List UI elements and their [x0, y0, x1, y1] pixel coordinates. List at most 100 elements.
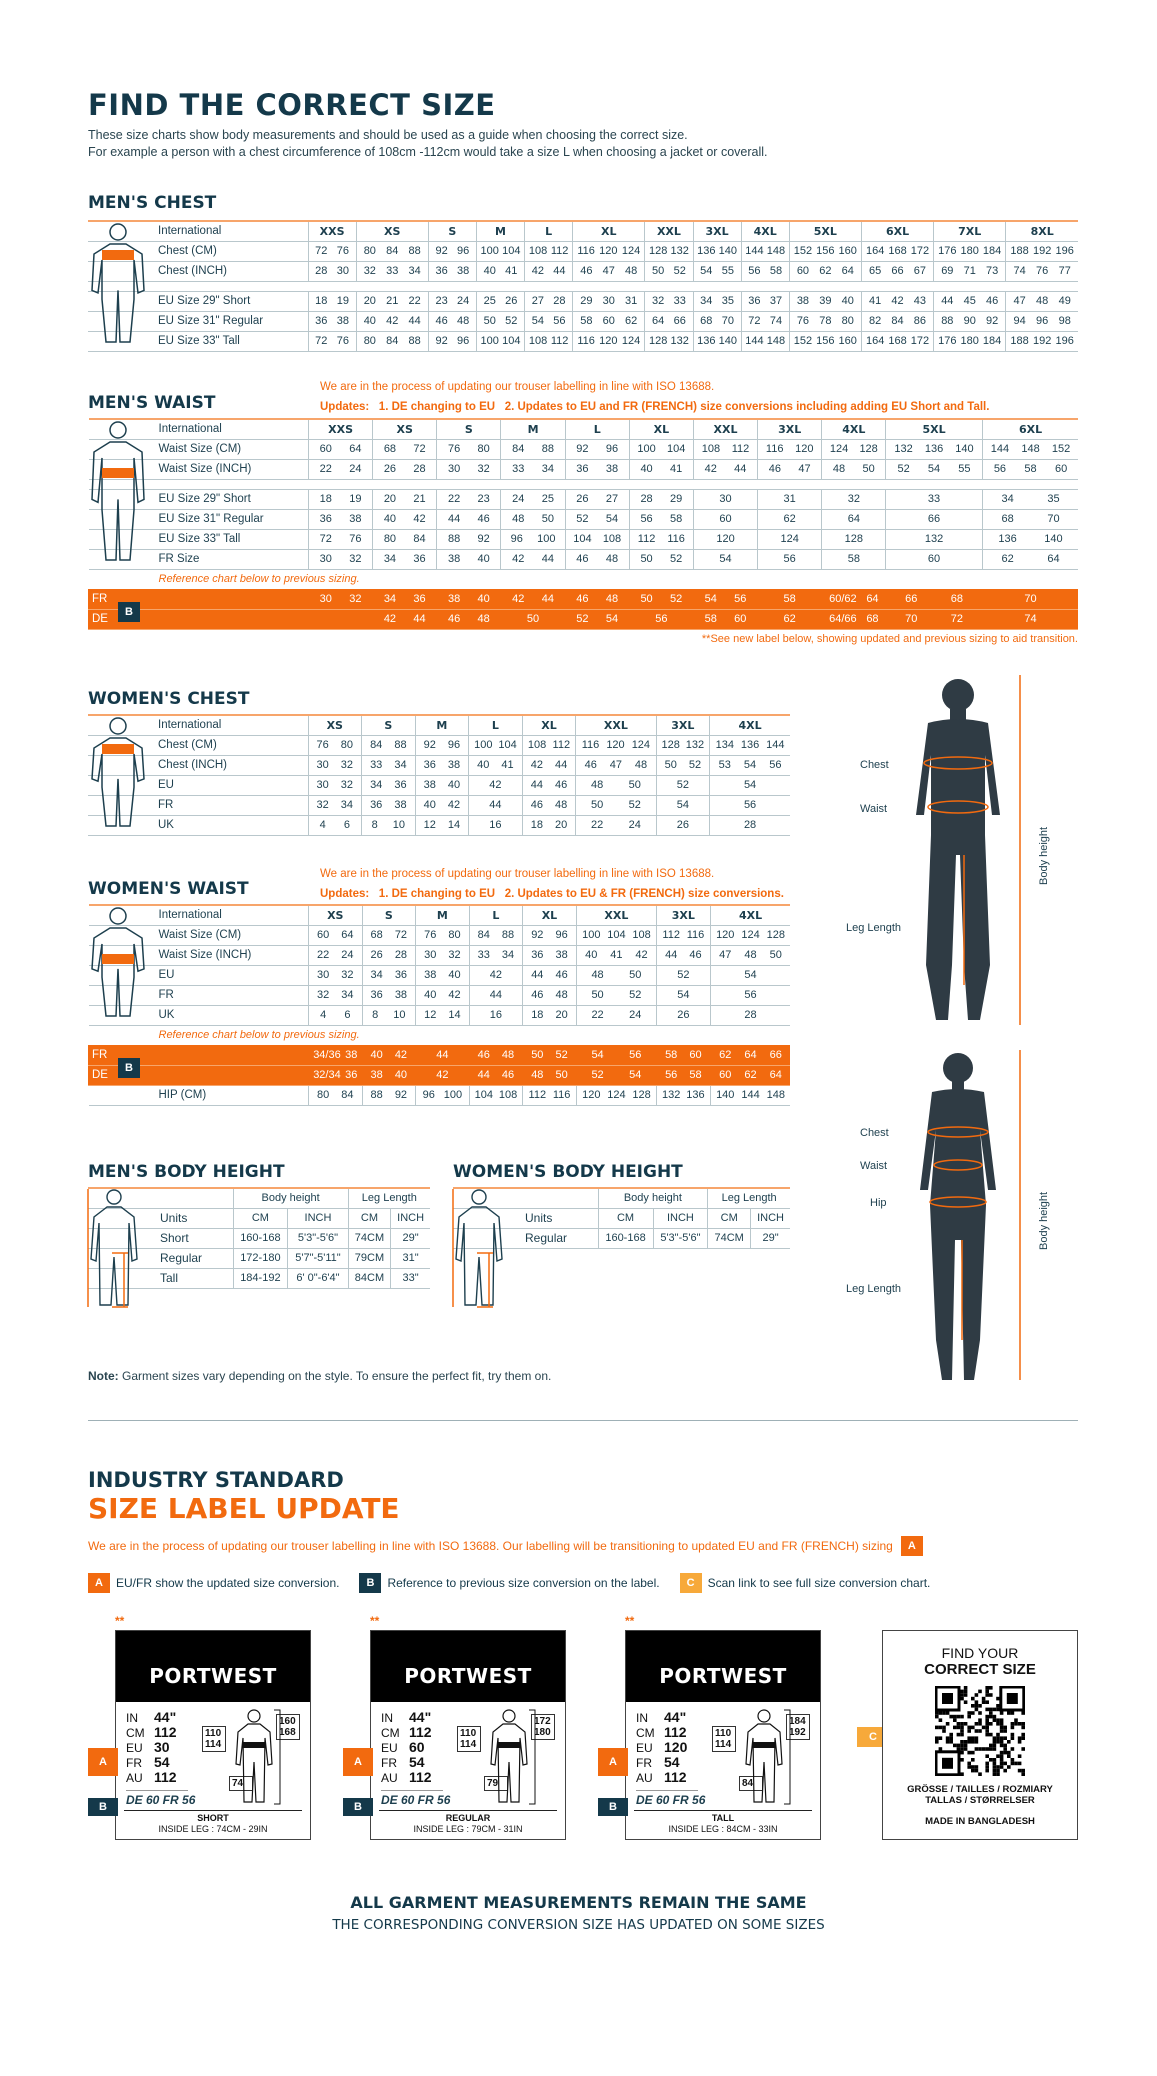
- woman-hip-label: Hip: [870, 1197, 887, 1209]
- label-key: FR: [381, 1756, 397, 1770]
- size-header-6xl: 6XL: [981, 418, 1079, 440]
- table-cell: 108 112: [524, 331, 573, 352]
- cell-values: 52: [676, 779, 689, 791]
- cell-values: 54 56: [704, 592, 747, 605]
- label-value: 112: [664, 1769, 687, 1785]
- cell-values: 82 84 86: [869, 315, 927, 327]
- cell-values: 56: [783, 553, 796, 565]
- table-cell: 26 28: [361, 945, 416, 966]
- badge-b: B: [359, 1573, 382, 1593]
- size-header-l: L: [468, 714, 523, 736]
- table-cell: 50 52: [522, 1045, 577, 1066]
- table-cell: 30: [692, 489, 758, 510]
- cell-values: 41 42 43: [869, 295, 927, 307]
- cell-values: 60/62 64: [829, 592, 879, 605]
- table-cell: 36 38: [307, 311, 357, 332]
- size-header-6xl: 6XL: [860, 220, 934, 242]
- cell-values: 72 76: [315, 335, 349, 347]
- label-row-fr: FR 54: [126, 1755, 170, 1770]
- table-cell: 66 68: [885, 589, 983, 610]
- table-cell: [307, 609, 373, 630]
- cell-values: 40 42: [383, 513, 426, 525]
- cell-values: 33 34: [370, 759, 407, 771]
- cell-values: 72 76: [319, 533, 362, 545]
- table-cell: 44 46: [521, 775, 576, 796]
- table-cell: 188 192 196: [1005, 331, 1078, 352]
- table-row: EU Size 29" Short 18 19 20 21 22 23 24 25 26 27 28 2…: [88, 291, 1078, 312]
- qr-code-icon[interactable]: [935, 1686, 1025, 1776]
- cell-values: 42 44: [531, 265, 566, 277]
- cell-values: 40 42 44: [363, 315, 421, 327]
- cell-values: 104 108: [474, 1089, 518, 1101]
- cell-values: 69 71 73: [941, 265, 999, 277]
- label-value: 112: [664, 1724, 687, 1740]
- cell-values: 44 46: [665, 949, 702, 961]
- label-value: 112: [409, 1769, 432, 1785]
- table-cell: 62 64: [981, 549, 1079, 570]
- badge-a: A: [88, 1748, 118, 1776]
- table-cell: 108 112: [524, 241, 573, 262]
- table-cell: 66: [885, 509, 983, 530]
- row-label: FR Size: [88, 549, 309, 570]
- cell-values: 176 180 184: [938, 245, 1002, 257]
- table-row: Waist Size (INCH) 22 24 26 28 30 32 33 34 36 38 40 4…: [88, 459, 1079, 480]
- table-cell: 44 46: [656, 945, 711, 966]
- women-chest-table: International XS S M L XL XXL 3XL 4XL Chest (CM) 7…: [88, 714, 790, 836]
- cell-values: 100 104: [480, 335, 521, 347]
- table-cell: 46 47 48: [572, 261, 645, 282]
- table-cell: 28 30: [307, 261, 357, 282]
- label-row-eu: EU 60: [381, 1740, 425, 1755]
- table-cell: 33: [885, 489, 983, 510]
- update-item-1: 1. DE changing to EU: [378, 888, 496, 900]
- row-label: EU: [88, 965, 309, 986]
- table-cell: 29 30 31: [572, 291, 645, 312]
- size-header-xl: XL: [628, 418, 694, 440]
- table-cell: 52 54: [564, 609, 630, 630]
- table-cell: 29": [390, 1228, 430, 1249]
- table-cell: 18 19: [307, 291, 357, 312]
- waist-size-box: 110 114: [457, 1726, 481, 1752]
- table-cell: 44 45 46: [933, 291, 1006, 312]
- table-cell: 42: [415, 1065, 470, 1086]
- cell-values: 92 96: [423, 739, 461, 751]
- cell-values: 26: [677, 1009, 690, 1021]
- qr-correct-size: CORRECT SIZE: [924, 1661, 1036, 1678]
- cell-values: 144 148: [745, 335, 786, 347]
- table-cell: 52 54 55: [885, 459, 983, 480]
- cell-values: 32 33 34: [363, 265, 421, 277]
- cell-values: 48 50: [590, 779, 641, 791]
- cell-values: 65 66 67: [869, 265, 927, 277]
- table-cell: 56 58 60: [981, 459, 1079, 480]
- table-row: UK 4 6 8 10 12 14 16 18 20 22 24 26 28: [88, 815, 790, 836]
- table-cell: 52 54: [575, 1065, 657, 1086]
- cell-values: 66: [927, 513, 941, 525]
- table-cell: 38 39 40: [788, 291, 862, 312]
- legend-text: Scan link to see full size conversion ch…: [707, 1576, 931, 1590]
- cell-values: 88 92: [370, 1089, 408, 1101]
- table-cell: 82 84 86: [860, 311, 934, 332]
- row-label: FR: [88, 795, 309, 816]
- cell-values: 40 42: [423, 799, 461, 811]
- table-cell: 58: [757, 589, 822, 610]
- table-cell: 5'3"-5'6": [287, 1228, 349, 1249]
- table-cell: 20 21 22: [355, 291, 429, 312]
- cell-values: 60: [719, 513, 732, 525]
- cell-values: 36 37: [748, 295, 783, 307]
- table-cell: 112 116: [628, 529, 694, 550]
- size-header-xl: XL: [522, 904, 577, 926]
- blank-cell: [453, 1187, 598, 1209]
- cell-values: 36 38: [531, 949, 568, 961]
- size-header-xs: XS: [308, 904, 363, 926]
- cell-values: 34 35: [1001, 493, 1060, 505]
- cell-values: 16: [489, 1009, 503, 1021]
- cell-values: 38 40: [447, 592, 490, 605]
- notice-line: We are in the process of updating our tr…: [320, 868, 715, 880]
- label-marker: **: [115, 1614, 125, 1628]
- cell-values: 60 62 64: [796, 265, 854, 277]
- label-row-cm: CM 112: [381, 1725, 432, 1740]
- size-header-xxs: XXS: [307, 220, 357, 242]
- size-label-tall: PORTWEST IN 44" CM 112 EU 120 FR 54 AU 112 DE 60 FR…: [625, 1630, 821, 1840]
- table-cell: 72 76: [307, 241, 357, 262]
- table-cell: 46 48: [468, 1045, 523, 1066]
- label-value: 120: [664, 1739, 688, 1755]
